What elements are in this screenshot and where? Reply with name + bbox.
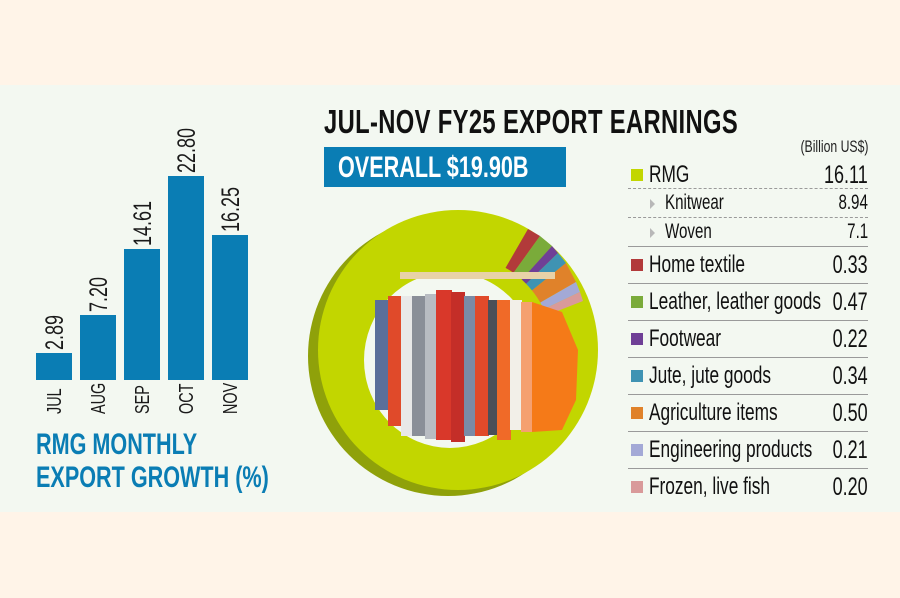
bar-nov: [212, 235, 248, 380]
swatch-jute: [631, 370, 643, 382]
legend-label: Agriculture items: [649, 399, 778, 426]
swatch-frozen-fish: [631, 481, 643, 493]
bar-oct: [168, 176, 204, 380]
legend-row-footwear: Footwear 0.22: [628, 321, 868, 358]
legend-value: 0.34: [832, 362, 868, 390]
legend-row-home-textile: Home textile 0.33: [628, 247, 868, 284]
bar-value-oct: 22.80: [173, 127, 201, 173]
legend-label: Footwear: [649, 325, 722, 352]
legend-subrow-knitwear: Knitwear 8.94: [628, 189, 868, 218]
swatch-footwear: [631, 333, 643, 345]
legend-value: 0.21: [832, 436, 868, 464]
swatch-rmg: [631, 169, 643, 181]
swatch-engineering: [631, 444, 643, 456]
donut-chart: [308, 210, 598, 496]
month-label-oct: OCT: [176, 383, 198, 414]
unit-label: (Billion US$): [799, 137, 868, 156]
legend-value: 0.50: [832, 399, 868, 427]
chart-title: JUL-NOV FY25 EXPORT EARNINGS: [324, 103, 739, 140]
month-label-sep: SEP: [132, 385, 154, 414]
legend: RMG 16.11 Knitwear 8.94 Woven 7.1 Home t…: [628, 160, 868, 505]
legend-row-leather: Leather, leather goods 0.47: [628, 284, 868, 321]
swatch-leather: [631, 296, 643, 308]
legend-row-rmg: RMG 16.11: [628, 160, 868, 189]
month-label-aug: AUG: [88, 382, 110, 414]
legend-value: 0.22: [832, 325, 868, 353]
legend-value: 7.1: [846, 220, 868, 243]
bar-value-nov: 16.25: [217, 186, 245, 232]
bar-sep: [124, 249, 160, 380]
legend-label: Engineering products: [649, 436, 813, 463]
legend-label: Jute, jute goods: [649, 362, 772, 389]
legend-value: 0.47: [832, 288, 868, 316]
legend-row-agriculture: Agriculture items 0.50: [628, 395, 868, 432]
month-label-jul: JUL: [44, 388, 66, 414]
legend-value: 16.11: [824, 161, 868, 189]
bar-chart-title: RMG MONTHLY EXPORT GROWTH (%): [36, 428, 269, 494]
legend-label: Frozen, live fish: [649, 473, 771, 500]
legend-label: Leather, leather goods: [649, 288, 821, 315]
bar-value-aug: 7.20: [85, 276, 113, 312]
legend-value: 0.20: [832, 473, 868, 501]
legend-label: Knitwear: [665, 191, 724, 214]
legend-value: 0.33: [832, 251, 868, 279]
legend-row-frozen-fish: Frozen, live fish 0.20: [628, 469, 868, 505]
clothing-rack-photo: [364, 272, 578, 448]
legend-subrow-woven: Woven 7.1: [628, 218, 868, 247]
legend-value: 8.94: [838, 191, 868, 214]
legend-label: Home textile: [649, 251, 746, 278]
legend-label: RMG: [649, 161, 690, 188]
swatch-agriculture: [631, 407, 643, 419]
legend-row-jute: Jute, jute goods 0.34: [628, 358, 868, 395]
triangle-right-icon: [650, 199, 655, 209]
month-label-nov: NOV: [220, 382, 242, 414]
bar-value-sep: 14.61: [129, 200, 157, 246]
legend-row-engineering: Engineering products 0.21: [628, 432, 868, 469]
legend-label: Woven: [665, 220, 712, 243]
overall-badge: OVERALL $19.90B: [324, 147, 566, 187]
bar-value-jul: 2.89: [41, 314, 69, 350]
bar-aug: [80, 315, 116, 380]
triangle-right-icon: [650, 228, 655, 238]
swatch-home-textile: [631, 259, 643, 271]
bar-jul: [36, 353, 72, 380]
